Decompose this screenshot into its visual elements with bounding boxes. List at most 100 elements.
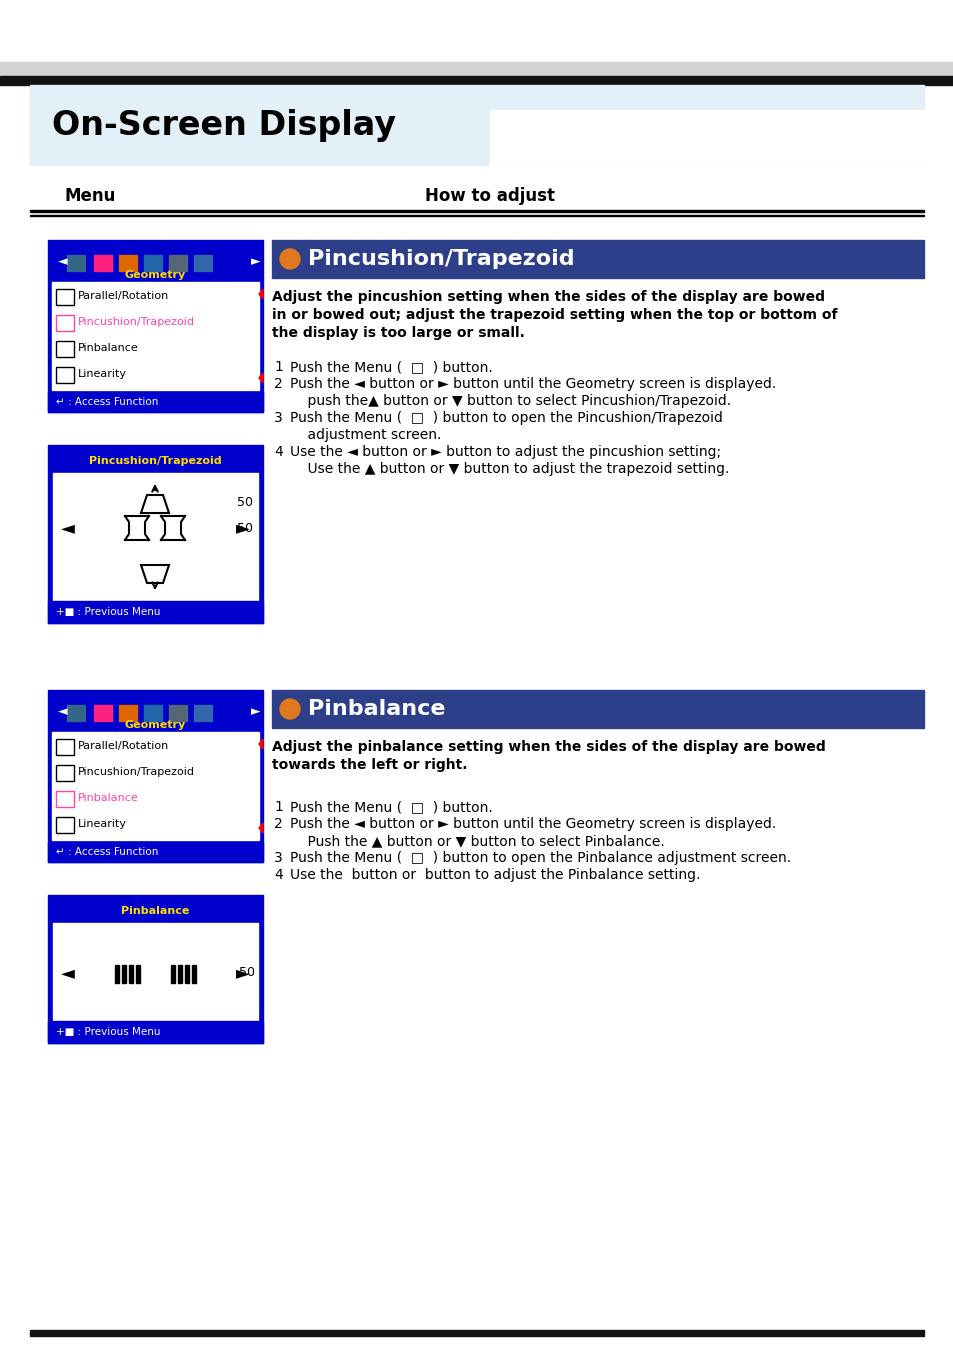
Bar xyxy=(52,282,258,390)
Text: the display is too large or small.: the display is too large or small. xyxy=(272,326,524,340)
Text: Geometry: Geometry xyxy=(124,720,186,730)
Bar xyxy=(144,255,162,272)
Text: Pinbalance: Pinbalance xyxy=(121,907,189,916)
Bar xyxy=(67,705,85,721)
Bar xyxy=(0,62,953,76)
Polygon shape xyxy=(258,373,263,382)
Text: Push the Menu (  □  ) button.: Push the Menu ( □ ) button. xyxy=(290,359,493,374)
Text: +■ : Previous Menu: +■ : Previous Menu xyxy=(56,1027,160,1038)
Text: Linearity: Linearity xyxy=(78,819,127,830)
Bar xyxy=(56,367,74,382)
Text: 50: 50 xyxy=(236,521,253,535)
Bar xyxy=(119,705,137,721)
Text: +■ : Previous Menu: +■ : Previous Menu xyxy=(56,607,160,617)
Text: Push the Menu (  □  ) button to open the Pinbalance adjustment screen.: Push the Menu ( □ ) button to open the P… xyxy=(290,851,790,865)
Polygon shape xyxy=(258,739,263,748)
Bar xyxy=(48,240,263,412)
Text: towards the left or right.: towards the left or right. xyxy=(272,758,467,771)
Text: Use the ◄ button or ► button to adjust the pincushion setting;: Use the ◄ button or ► button to adjust t… xyxy=(290,444,720,459)
Bar xyxy=(115,965,119,984)
Bar xyxy=(30,85,923,165)
Bar xyxy=(193,255,212,272)
Text: Push the Menu (  □  ) button to open the Pincushion/Trapezoid: Push the Menu ( □ ) button to open the P… xyxy=(290,411,722,426)
Bar xyxy=(56,790,74,807)
Bar xyxy=(67,255,85,272)
Text: ►: ► xyxy=(251,255,260,269)
Bar xyxy=(56,817,74,834)
Bar xyxy=(185,965,189,984)
Bar xyxy=(144,705,162,721)
Text: Pincushion/Trapezoid: Pincushion/Trapezoid xyxy=(78,317,194,327)
Text: Parallel/Rotation: Parallel/Rotation xyxy=(78,740,169,751)
Bar xyxy=(94,705,112,721)
Text: Use the ▲ button or ▼ button to adjust the trapezoid setting.: Use the ▲ button or ▼ button to adjust t… xyxy=(290,462,729,476)
Bar xyxy=(178,965,182,984)
Text: Pinbalance: Pinbalance xyxy=(78,793,138,802)
Text: Push the Menu (  □  ) button.: Push the Menu ( □ ) button. xyxy=(290,800,493,815)
Circle shape xyxy=(280,698,299,719)
Text: Parallel/Rotation: Parallel/Rotation xyxy=(78,290,169,301)
Text: 3: 3 xyxy=(274,851,282,865)
Bar xyxy=(48,1021,263,1043)
Bar xyxy=(94,255,112,272)
Bar xyxy=(30,209,923,212)
Bar xyxy=(0,76,953,85)
Text: On-Screen Display: On-Screen Display xyxy=(52,108,395,142)
Bar xyxy=(53,923,257,1023)
Text: 4: 4 xyxy=(274,444,282,459)
Bar xyxy=(56,739,74,755)
Circle shape xyxy=(280,249,299,269)
Text: ◄: ◄ xyxy=(61,965,74,982)
Text: Geometry: Geometry xyxy=(124,270,186,280)
Polygon shape xyxy=(258,289,263,299)
Bar xyxy=(56,340,74,357)
Bar xyxy=(129,965,132,984)
Text: 50: 50 xyxy=(234,966,254,979)
Text: Pincushion/Trapezoid: Pincushion/Trapezoid xyxy=(89,457,221,466)
Text: 50: 50 xyxy=(236,497,253,509)
Text: Adjust the pinbalance setting when the sides of the display are bowed: Adjust the pinbalance setting when the s… xyxy=(272,740,825,754)
Bar xyxy=(56,289,74,305)
Bar xyxy=(119,255,137,272)
Text: in or bowed out; adjust the trapezoid setting when the top or bottom of: in or bowed out; adjust the trapezoid se… xyxy=(272,308,837,322)
Text: Push the ◄ button or ► button until the Geometry screen is displayed.: Push the ◄ button or ► button until the … xyxy=(290,377,776,390)
Text: How to adjust: How to adjust xyxy=(424,186,555,205)
Bar xyxy=(48,601,263,623)
Bar xyxy=(48,444,263,623)
Text: ◄: ◄ xyxy=(58,255,68,269)
Bar xyxy=(48,842,263,862)
Text: 2: 2 xyxy=(274,377,282,390)
Bar xyxy=(53,473,257,603)
Text: ►: ► xyxy=(251,705,260,719)
Bar xyxy=(193,705,212,721)
Bar xyxy=(490,109,923,165)
Text: Pinbalance: Pinbalance xyxy=(308,698,445,719)
Text: Push the ◄ button or ► button until the Geometry screen is displayed.: Push the ◄ button or ► button until the … xyxy=(290,817,776,831)
Polygon shape xyxy=(258,823,263,834)
Bar xyxy=(169,705,187,721)
Text: Menu: Menu xyxy=(65,186,116,205)
Bar xyxy=(122,965,126,984)
Text: ↵ : Access Function: ↵ : Access Function xyxy=(56,397,158,407)
Text: ◄: ◄ xyxy=(61,519,74,536)
Text: Pincushion/Trapezoid: Pincushion/Trapezoid xyxy=(78,767,194,777)
Text: 1: 1 xyxy=(274,359,283,374)
Text: adjustment screen.: adjustment screen. xyxy=(290,428,441,442)
Text: Pincushion/Trapezoid: Pincushion/Trapezoid xyxy=(308,249,574,269)
Text: Push the ▲ button or ▼ button to select Pinbalance.: Push the ▲ button or ▼ button to select … xyxy=(290,834,664,848)
Bar xyxy=(192,965,195,984)
Bar xyxy=(56,765,74,781)
Text: Pinbalance: Pinbalance xyxy=(78,343,138,353)
Bar xyxy=(272,240,923,278)
Bar xyxy=(136,965,140,984)
Bar xyxy=(272,690,923,728)
Bar xyxy=(48,894,263,1043)
Text: 2: 2 xyxy=(274,817,282,831)
Bar xyxy=(48,392,263,412)
Bar xyxy=(48,690,263,862)
Text: ↵ : Access Function: ↵ : Access Function xyxy=(56,847,158,857)
Bar xyxy=(56,315,74,331)
Text: Adjust the pincushion setting when the sides of the display are bowed: Adjust the pincushion setting when the s… xyxy=(272,290,824,304)
Text: push the▲ button or ▼ button to select Pincushion/Trapezoid.: push the▲ button or ▼ button to select P… xyxy=(290,394,730,408)
Text: ►: ► xyxy=(236,965,250,982)
